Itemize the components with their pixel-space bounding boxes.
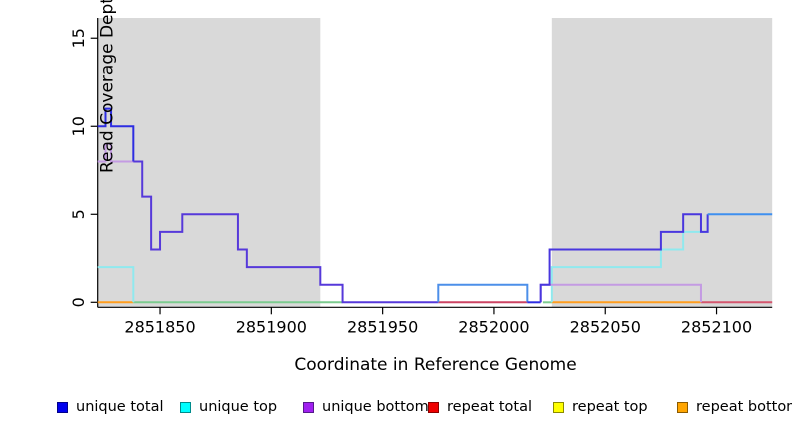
unique-total-left-staircase [133,160,439,304]
unique-total-left-high [97,107,135,162]
unique-top-left [97,266,135,303]
y-tick-label: 5 [69,209,88,219]
x-tick-label: 2851850 [124,317,195,336]
y-axis-title: Read Coverage Depth [97,0,118,173]
x-tick-label: 2852100 [681,317,752,336]
x-tick-label: 2852000 [458,317,529,336]
unique-total-azure-step [437,283,529,303]
repeat-region-left [97,18,321,308]
unique-total-right-staircase [539,213,709,303]
x-tick-label: 2852050 [570,317,641,336]
y-tick-label: 0 [69,297,88,307]
x-tick-label: 2851950 [347,317,418,336]
repeat-region-right [551,18,773,308]
y-tick-label: 15 [69,28,88,48]
y-tick-label: 10 [69,116,88,136]
unique-bottom-left [97,142,143,163]
x-tick-label: 2851900 [236,317,307,336]
x-axis-title: Coordinate in Reference Genome [294,355,577,375]
